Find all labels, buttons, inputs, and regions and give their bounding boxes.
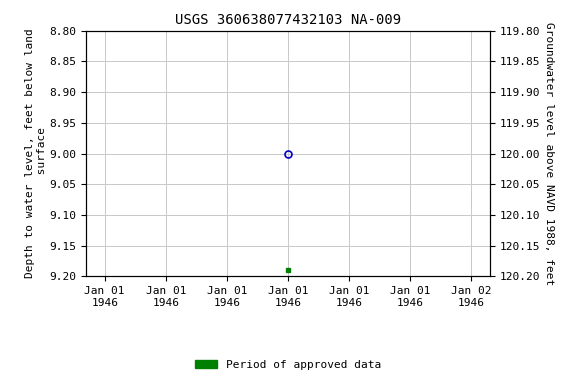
Title: USGS 360638077432103 NA-009: USGS 360638077432103 NA-009	[175, 13, 401, 27]
Legend: Period of approved data: Period of approved data	[191, 356, 385, 375]
Y-axis label: Depth to water level, feet below land
 surface: Depth to water level, feet below land su…	[25, 29, 47, 278]
Y-axis label: Groundwater level above NAVD 1988, feet: Groundwater level above NAVD 1988, feet	[544, 22, 554, 285]
